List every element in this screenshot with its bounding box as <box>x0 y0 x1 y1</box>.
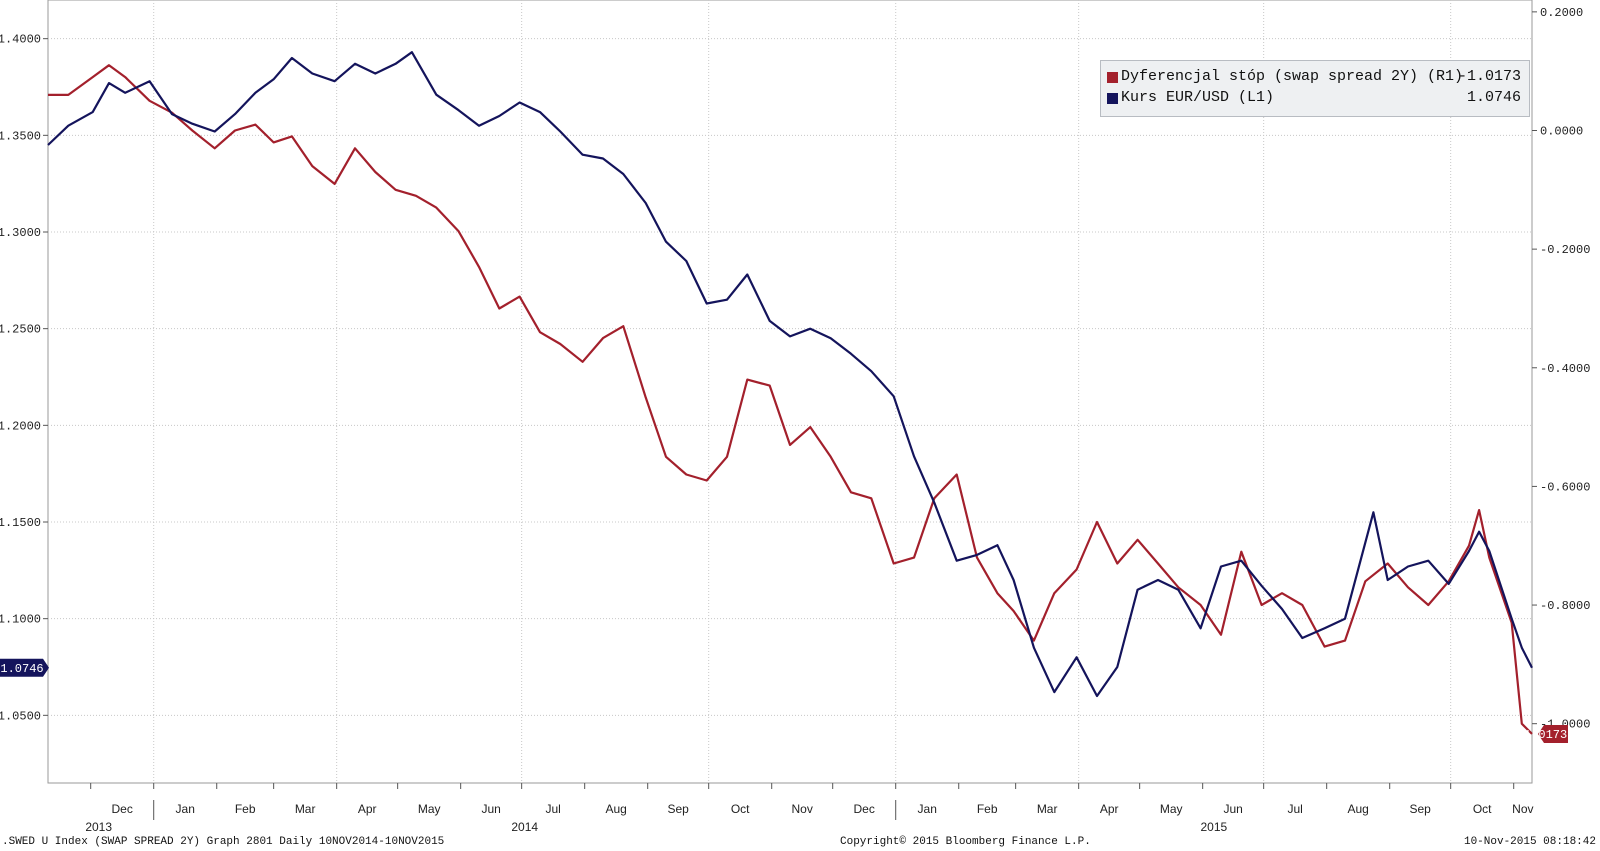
legend-swatch-eurusd <box>1107 93 1118 104</box>
x-month-label: Apr <box>1100 802 1119 816</box>
left-axis-tick-label: 1.1500 <box>0 516 41 530</box>
x-year-label: 2013 <box>85 820 112 834</box>
x-month-label: Apr <box>358 802 377 816</box>
right-last-value-text: -1.0173 <box>1517 728 1567 742</box>
x-month-label: Jan <box>176 802 195 816</box>
legend-value-eurusd: 1.0746 <box>1466 89 1521 106</box>
legend: Dyferencjal stóp (swap spread 2Y) (R1) -… <box>1100 60 1530 117</box>
x-month-label: May <box>1160 802 1183 816</box>
legend-swatch-swap-spread <box>1107 72 1118 83</box>
x-month-label: Feb <box>235 802 256 816</box>
left-axis-tick-label: 1.3000 <box>0 226 41 240</box>
plot-frame <box>47 0 1533 784</box>
x-month-label: Mar <box>1037 802 1058 816</box>
left-last-value-text: 1.0746 <box>0 662 43 676</box>
left-axis-tick-label: 1.2000 <box>0 419 41 433</box>
x-month-label: Sep <box>1410 802 1432 816</box>
legend-label-swap-spread: Dyferencjal stóp (swap spread 2Y) (R1) <box>1121 68 1464 85</box>
x-year-label: 2014 <box>511 820 538 834</box>
right-axis-tick-label: 0.0000 <box>1540 125 1583 139</box>
left-axis-tick-label: 1.1000 <box>0 613 41 627</box>
legend-value-swap-spread: -1.0173 <box>1457 68 1521 85</box>
right-axis-tick-label: 0.2000 <box>1540 6 1583 20</box>
legend-row-eurusd[interactable]: Kurs EUR/USD (L1) 1.0746 <box>1107 88 1521 108</box>
x-month-label: Dec <box>854 802 875 816</box>
x-month-label: Sep <box>668 802 690 816</box>
x-month-label: Aug <box>1348 802 1369 816</box>
x-month-label: Mar <box>295 802 316 816</box>
x-month-label: Aug <box>606 802 627 816</box>
x-month-label: Nov <box>792 802 813 816</box>
right-last-value-marker: -1.0173 <box>1517 724 1568 743</box>
footer-copyright: Copyright© 2015 Bloomberg Finance L.P. <box>840 836 1091 848</box>
x-month-label: Jun <box>1223 802 1242 816</box>
x-month-label: Oct <box>1473 802 1492 816</box>
left-axis-tick-label: 1.0500 <box>0 709 41 723</box>
x-month-label: Dec <box>112 802 133 816</box>
x-month-label: Jan <box>918 802 937 816</box>
x-month-label: Nov <box>1512 802 1533 816</box>
right-last-value-tag <box>1538 724 1568 743</box>
right-axis-tick-label: -0.8000 <box>1540 599 1590 613</box>
x-year-label: 2015 <box>1201 820 1228 834</box>
series-line-eurusd <box>47 51 1533 698</box>
x-month-label: Feb <box>977 802 998 816</box>
x-month-label: Jun <box>481 802 500 816</box>
right-axis-tick-label: -0.2000 <box>1540 243 1590 257</box>
legend-row-swap-spread[interactable]: Dyferencjal stóp (swap spread 2Y) (R1) -… <box>1107 67 1521 87</box>
left-axis-tick-label: 1.2500 <box>0 323 41 337</box>
x-month-label: Oct <box>731 802 750 816</box>
x-month-label: May <box>418 802 441 816</box>
left-axis-tick-label: 1.4000 <box>0 33 41 47</box>
x-month-label: Jul <box>1287 802 1302 816</box>
footer-timestamp: 10-Nov-2015 08:18:42 <box>1463 836 1596 848</box>
x-month-label: Jul <box>545 802 560 816</box>
footer-security-info: .SWED U Index (SWAP SPREAD 2Y) Graph 280… <box>2 836 445 848</box>
left-axis-tick-label: 1.3500 <box>0 129 41 143</box>
left-last-value-marker: 1.0746 <box>0 658 49 677</box>
legend-label-eurusd: Kurs EUR/USD (L1) <box>1121 89 1275 106</box>
right-axis-tick-label: -0.6000 <box>1540 480 1590 494</box>
right-axis-tick-label: -0.4000 <box>1540 362 1590 376</box>
series-line-swap-spread <box>48 64 1533 735</box>
left-last-value-tag <box>0 658 49 677</box>
